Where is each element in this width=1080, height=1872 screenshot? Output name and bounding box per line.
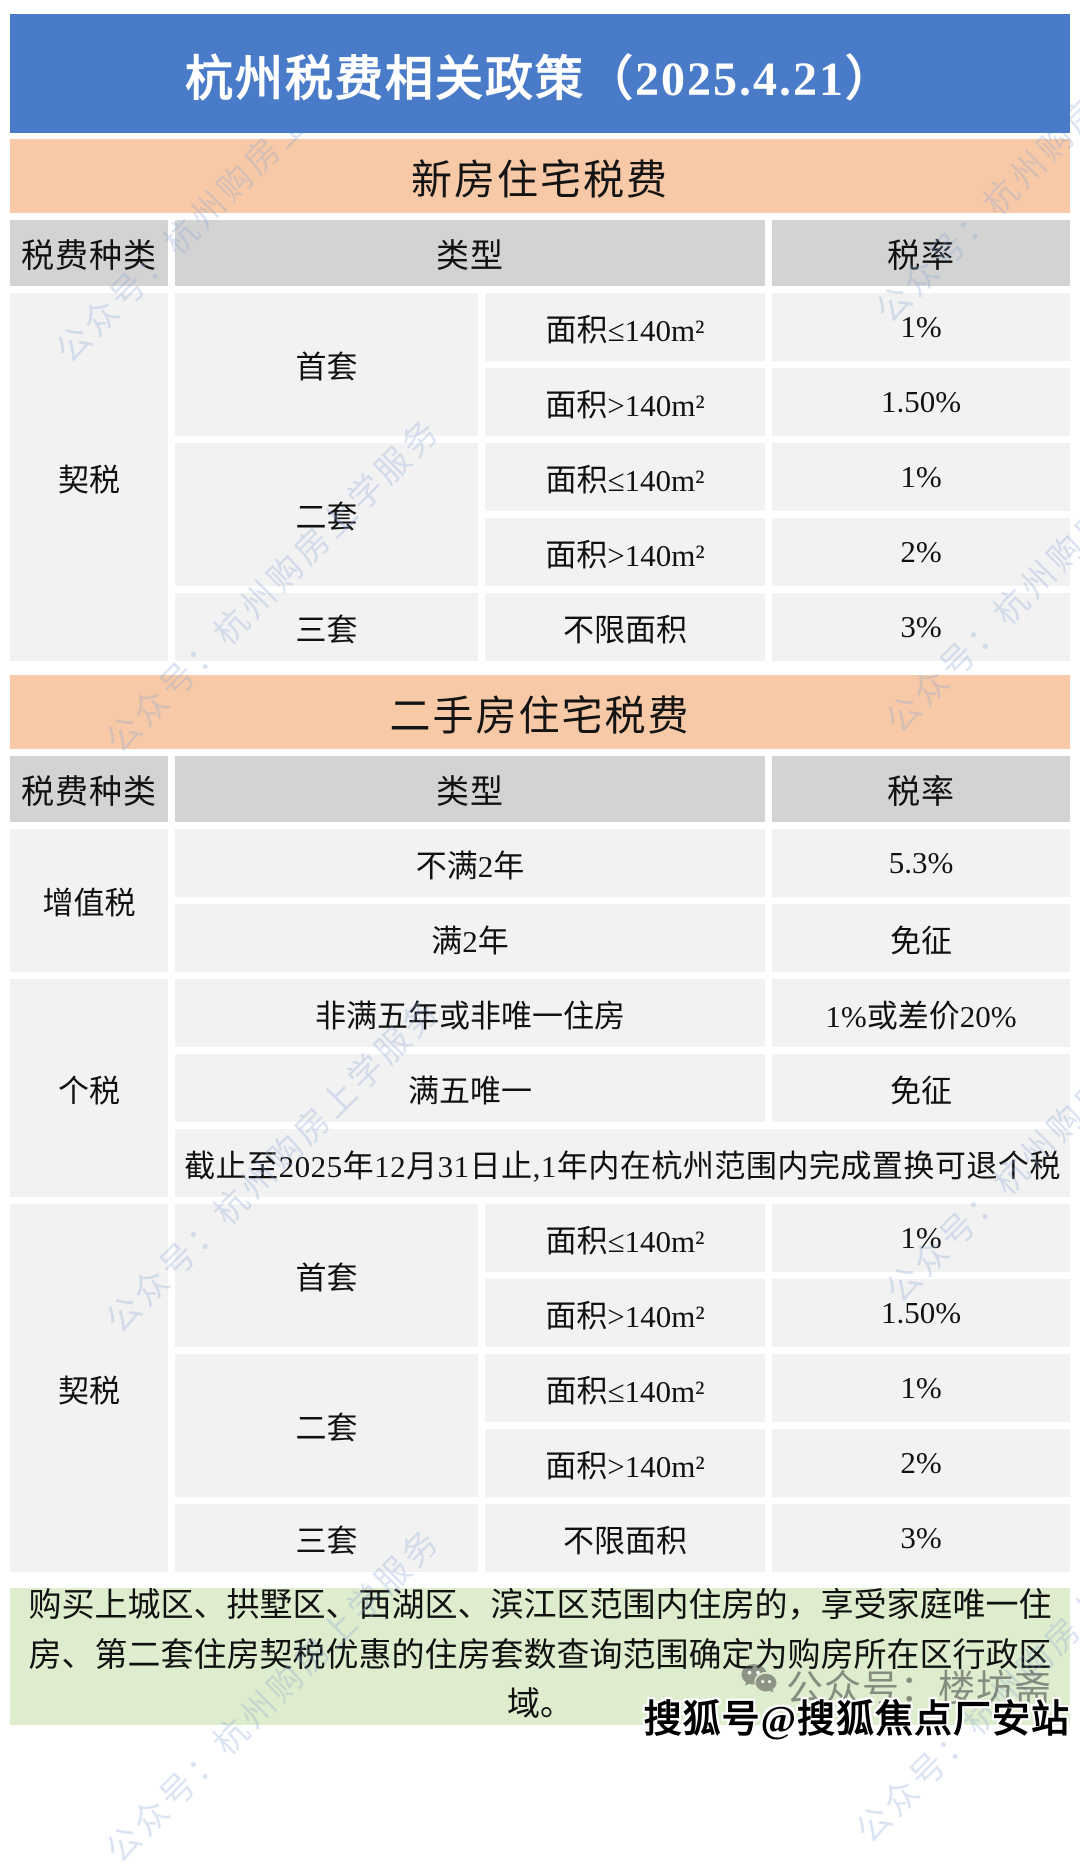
table-row: 面积>140m² 1.50% [10,1279,1070,1347]
table-row: 三套 不限面积 3% [10,593,1070,661]
cell-tax-rate: 免征 [772,904,1070,972]
col-header-tax-kind: 税费种类 [10,220,168,286]
table-header-row: 税费种类 类型 税率 [10,220,1070,286]
cell-tax-rate: 3% [772,1504,1070,1572]
cell-area-type: 面积≤140m² [485,1204,765,1272]
wechat-icon [740,1661,778,1709]
table-row: 个税 非满五年或非唯一住房 1%或差价20% [10,979,1070,1197]
tax-policy-page: 杭州税费相关政策（2025.4.21） 新房住宅税费 税费种类 类型 税率 契税… [3,14,1077,1725]
section-header-second-hand: 二手房住宅税费 [10,675,1070,749]
cell-tax-rate: 2% [772,518,1070,586]
new-house-tax-table: 税费种类 类型 税率 契税 首套 面积≤140m² 1% 面积>140m² 1.… [3,213,1077,668]
cell-housing-order: 首套 [175,1204,478,1347]
col-header-tax-kind: 税费种类 [10,756,168,822]
table-row: 增值税 不满2年 5.3% [10,829,1070,972]
cell-area-type: 不限面积 [485,593,765,661]
table-row: 面积>140m² 2% [10,518,1070,586]
cell-tax-rate: 2% [772,1429,1070,1497]
cell-tax-rate: 1%或差价20% [772,979,1070,1047]
cell-housing-order: 二套 [175,1354,478,1497]
table-row: 三套 不限面积 3% [10,1504,1070,1572]
cell-tax-rate: 免征 [772,1054,1070,1122]
table-row: 满五唯一 免征 [10,1054,1070,1122]
cell-area-type: 面积>140m² [485,1429,765,1497]
table-row: 满2年 免征 [10,904,1070,972]
cell-housing-order: 首套 [175,293,478,436]
col-header-type: 类型 [175,220,765,286]
sohu-account-watermark: 搜狐号@搜狐焦点厂安站 [643,1699,1070,1741]
col-header-type: 类型 [175,756,765,822]
table-row: 契税 首套 面积≤140m² 1% [10,1204,1070,1572]
table-row: 二套 面积≤140m² 1% [10,443,1070,586]
tax-refund-note: 截止至2025年12月31日止,1年内在杭州范围内完成置换可退个税 [175,1129,1070,1197]
second-hand-tax-table: 税费种类 类型 税率 增值税 不满2年 5.3% 满2年 免征 个税 非满五年或… [3,749,1077,1579]
cell-condition: 非满五年或非唯一住房 [175,979,765,1047]
cell-tax-rate: 3% [772,593,1070,661]
cell-area-type: 面积≤140m² [485,293,765,361]
district-policy-note: 购买上城区、拱墅区、西湖区、滨江区范围内住房的，享受家庭唯一住房、第二套住房契税… [10,1588,1070,1725]
cell-condition: 满五唯一 [175,1054,765,1122]
cell-area-type: 面积≤140m² [485,443,765,511]
cell-tax-rate: 1.50% [772,1279,1070,1347]
cell-tax-rate: 1% [772,443,1070,511]
page-title: 杭州税费相关政策（2025.4.21） [10,14,1070,133]
cell-tax-kind: 契税 [10,1204,168,1572]
wechat-account-name: 公众号：楼坊斋 [786,1669,1052,1710]
cell-housing-order: 二套 [175,443,478,586]
table-row: 截止至2025年12月31日止,1年内在杭州范围内完成置换可退个税 [10,1129,1070,1197]
cell-tax-kind: 增值税 [10,829,168,972]
cell-condition: 不满2年 [175,829,765,897]
cell-area-type: 面积>140m² [485,368,765,436]
cell-tax-rate: 1% [772,1354,1070,1422]
cell-condition: 满2年 [175,904,765,972]
table-row: 面积>140m² 2% [10,1429,1070,1497]
table-row: 二套 面积≤140m² 1% [10,1354,1070,1497]
cell-tax-kind: 个税 [10,979,168,1197]
wechat-account-watermark: 公众号：楼坊斋 [740,1658,1052,1712]
table-row: 面积>140m² 1.50% [10,368,1070,436]
cell-area-type: 面积≤140m² [485,1354,765,1422]
cell-housing-order: 三套 [175,1504,478,1572]
cell-area-type: 不限面积 [485,1504,765,1572]
cell-tax-rate: 1.50% [772,368,1070,436]
cell-tax-rate: 1% [772,293,1070,361]
cell-area-type: 面积>140m² [485,1279,765,1347]
section-header-new-house: 新房住宅税费 [10,139,1070,213]
cell-tax-kind: 契税 [10,293,168,661]
table-row: 契税 首套 面积≤140m² 1% [10,293,1070,661]
cell-tax-rate: 5.3% [772,829,1070,897]
col-header-rate: 税率 [772,220,1070,286]
cell-area-type: 面积>140m² [485,518,765,586]
table-header-row: 税费种类 类型 税率 [10,756,1070,822]
cell-housing-order: 三套 [175,593,478,661]
col-header-rate: 税率 [772,756,1070,822]
cell-tax-rate: 1% [772,1204,1070,1272]
